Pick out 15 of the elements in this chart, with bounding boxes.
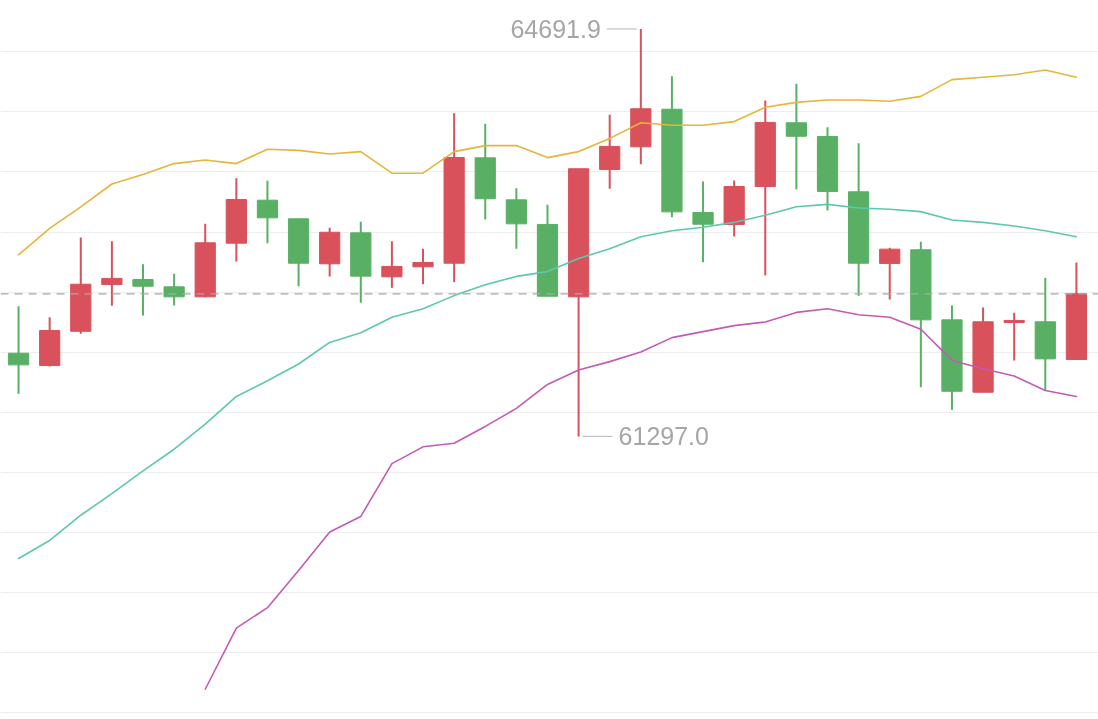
candlestick bbox=[7, 305, 30, 395]
candlestick bbox=[163, 272, 185, 307]
candlestick bbox=[381, 240, 403, 289]
candlestick bbox=[101, 240, 123, 307]
candlestick bbox=[505, 187, 527, 250]
candlestick bbox=[599, 113, 621, 190]
candlestick bbox=[412, 247, 434, 286]
annotation: 61297.0 bbox=[618, 422, 709, 451]
candlestick bbox=[879, 246, 901, 301]
candlestick bbox=[1003, 311, 1025, 362]
candlestick bbox=[785, 82, 807, 191]
candlestick bbox=[256, 179, 279, 245]
candlestick bbox=[692, 180, 714, 264]
annotation: 64691.9 bbox=[510, 14, 601, 43]
candlestick bbox=[132, 263, 154, 317]
